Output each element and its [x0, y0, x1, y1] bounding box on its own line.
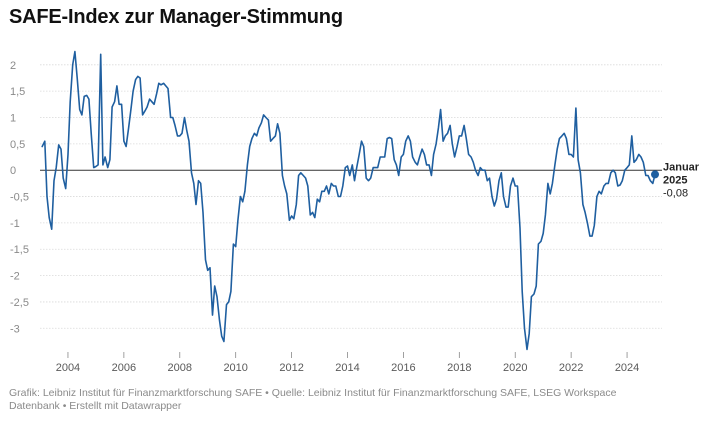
annotation-month: Januar [663, 161, 700, 173]
y-tick-label: 0,5 [10, 139, 25, 151]
y-tick-label: 1 [10, 113, 16, 125]
x-tick-label: 2012 [279, 362, 303, 374]
y-tick-label: -1 [10, 218, 20, 230]
x-tick-label: 2024 [615, 362, 639, 374]
x-tick-label: 2004 [56, 362, 80, 374]
y-tick-label: -2,5 [10, 297, 29, 309]
y-tick-label: -3 [10, 323, 20, 335]
x-tick-label: 2020 [503, 362, 527, 374]
x-axis-ticks: 2004 2006 2008 2010 2012 2014 2016 2018 2020 2022… [56, 352, 639, 374]
gridlines [40, 64, 662, 329]
safe-index-line [41, 50, 656, 351]
x-tick-label: 2006 [112, 362, 136, 374]
line-chart: 2 1,5 1 0,5 0 -0,5 -1 -1,5 -2 -2,5 -3 2004 2006 2008… [10, 50, 700, 374]
source-footer: Grafik: Leibniz Institut für Finanzmarkt… [9, 387, 617, 412]
x-tick-label: 2008 [168, 362, 192, 374]
x-tick-label: 2016 [391, 362, 415, 374]
y-tick-label: -2 [10, 271, 20, 283]
y-tick-label: -1,5 [10, 244, 29, 256]
y-tick-label: -0,5 [10, 192, 29, 204]
y-tick-label: 0 [10, 165, 16, 177]
x-tick-label: 2018 [447, 362, 471, 374]
x-tick-label: 2014 [335, 362, 359, 374]
latest-data-point [651, 170, 660, 179]
annotation-year: 2025 [663, 174, 687, 186]
y-tick-label: 2 [10, 60, 16, 72]
chart-title: SAFE-Index zur Manager-Stimmung [9, 6, 343, 28]
annotation-value: -0,08 [663, 187, 688, 199]
y-axis-ticks: 2 1,5 1 0,5 0 -0,5 -1 -1,5 -2 -2,5 -3 [10, 60, 29, 335]
x-tick-label: 2022 [559, 362, 583, 374]
x-tick-label: 2010 [223, 362, 247, 374]
y-tick-label: 1,5 [10, 86, 25, 98]
